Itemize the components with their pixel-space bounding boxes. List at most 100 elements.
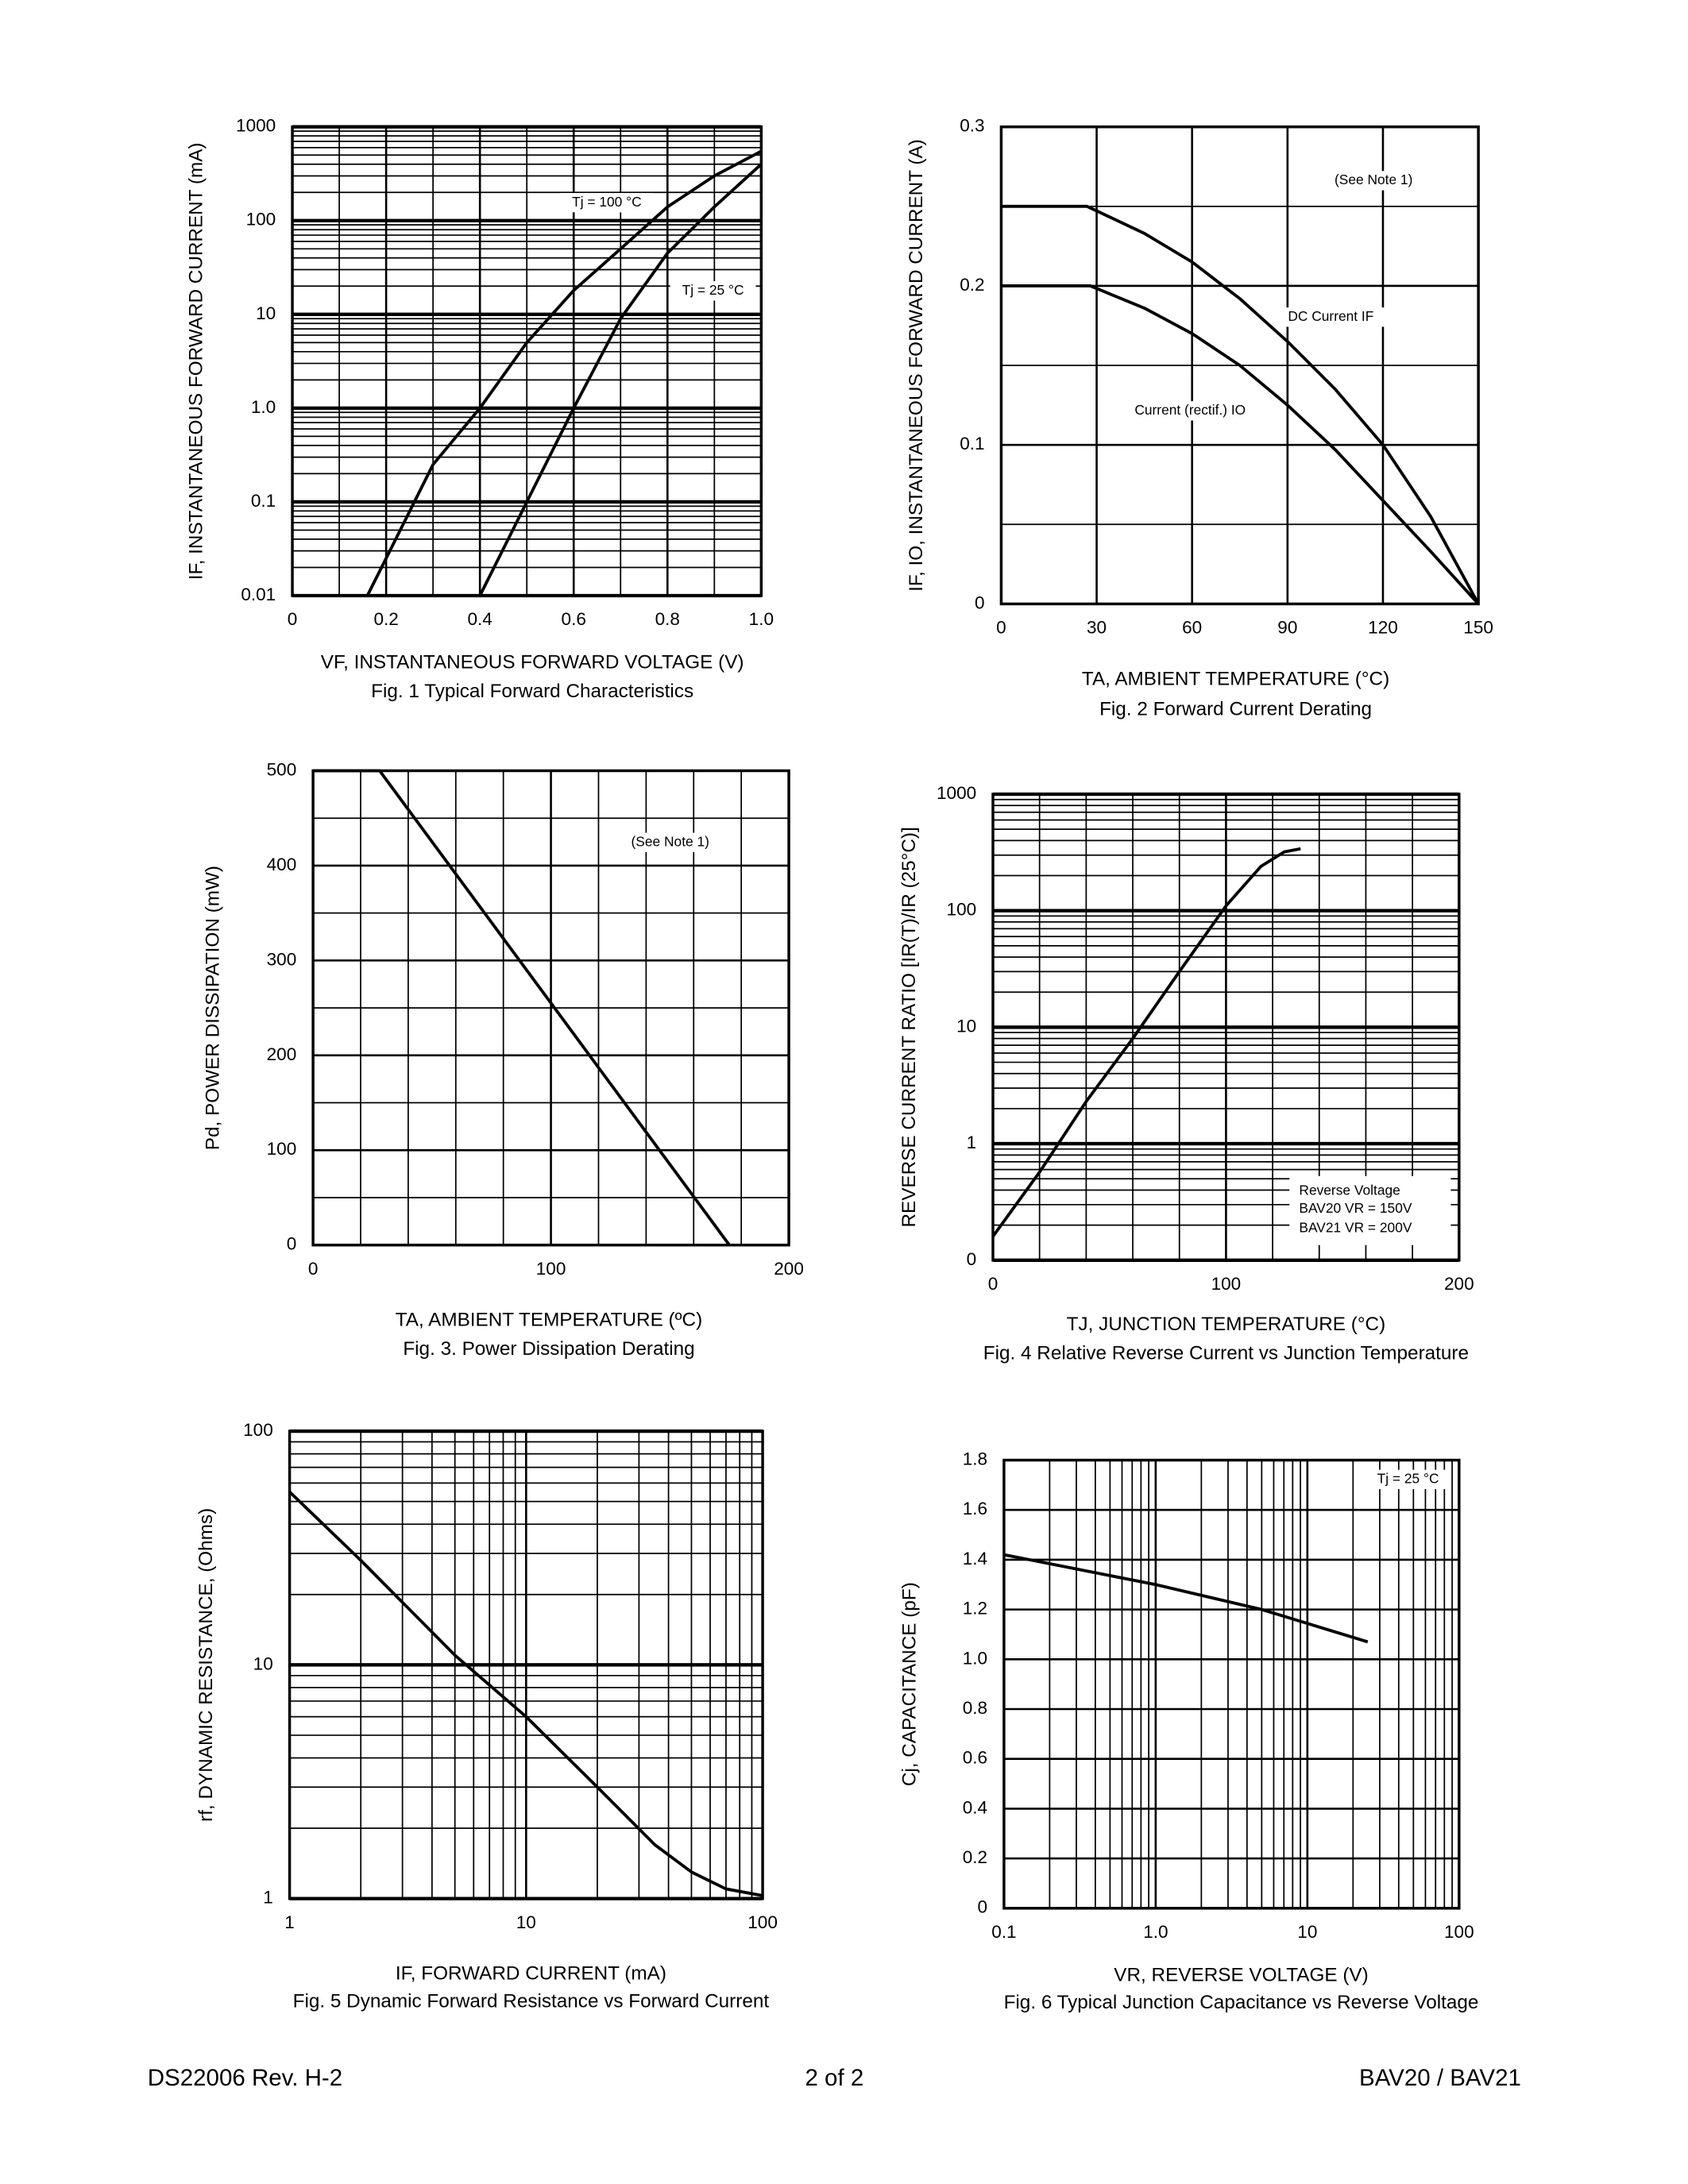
x-tick-label: 0.8 <box>655 609 680 629</box>
footer-center: 2 of 2 <box>805 2065 863 2091</box>
y-tick-label: 100 <box>243 1420 273 1440</box>
x-axis-label: VF, INSTANTANEOUS FORWARD VOLTAGE (V) <box>321 651 744 673</box>
y-tick-label: 100 <box>246 210 276 230</box>
annotation: BAV21 VR = 200V <box>1299 1219 1412 1235</box>
y-tick-label: 400 <box>267 855 297 874</box>
footer-left: DS22006 Rev. H-2 <box>148 2065 342 2091</box>
y-axis-label: REVERSE CURRENT RATIO [IR(T)/IR (25°C)] <box>898 827 920 1227</box>
figure-caption: Fig. 2 Forward Current Derating <box>1099 699 1372 720</box>
x-tick-label: 0.4 <box>467 609 492 629</box>
x-tick-label: 0.1 <box>991 1922 1016 1942</box>
y-axis-label: Cj, CAPACITANCE (pF) <box>898 1582 920 1786</box>
y-tick-label: 0 <box>967 1249 977 1269</box>
series-label-bg <box>670 281 756 301</box>
figure-caption: Fig. 1 Typical Forward Characteristics <box>371 681 693 702</box>
x-tick-label: 0 <box>288 609 298 629</box>
y-tick-label: 200 <box>267 1044 297 1064</box>
series-line <box>1003 1553 1369 1644</box>
series-label: DC Current IF <box>1288 308 1373 324</box>
x-tick-label: 30 <box>1087 618 1107 638</box>
series-line <box>288 1491 763 1897</box>
series-line <box>1001 284 1480 605</box>
x-tick-label: 200 <box>774 1259 804 1279</box>
plot-frame <box>288 1430 764 1900</box>
figure-caption: Fig. 4 Relative Reverse Current vs Junct… <box>983 1342 1469 1364</box>
y-tick-label: 1.2 <box>963 1599 987 1619</box>
y-axis-label: IF, IO, INSTANTANEOUS FORWARD CURRENT (A… <box>906 139 927 592</box>
y-tick-label: 1 <box>263 1888 273 1908</box>
y-tick-label: 100 <box>947 900 977 920</box>
x-tick-label: 0.2 <box>373 609 398 629</box>
annotation-bg <box>620 832 721 852</box>
y-tick-label: 100 <box>267 1139 297 1159</box>
y-tick-label: 10 <box>253 1653 273 1673</box>
x-tick-label: 100 <box>536 1259 566 1279</box>
x-tick-label: 100 <box>1211 1274 1242 1294</box>
y-tick-label: 1.0 <box>963 1648 987 1668</box>
series-label: Tj = 25 °C <box>682 282 744 298</box>
x-tick-label: 0 <box>308 1259 319 1279</box>
annotation: Reverse Voltage <box>1299 1183 1400 1198</box>
y-tick-label: 0.3 <box>960 116 984 136</box>
x-tick-label: 60 <box>1182 618 1202 638</box>
y-tick-label: 1000 <box>937 783 976 803</box>
plot-frame <box>1002 1458 1461 1910</box>
x-tick-label: 150 <box>1463 618 1493 638</box>
x-tick-label: 10 <box>516 1912 536 1932</box>
x-tick-label: 0 <box>988 1274 999 1294</box>
y-tick-label: 0.6 <box>963 1748 987 1768</box>
x-axis-label: TA, AMBIENT TEMPERATURE (°C) <box>1082 668 1389 689</box>
y-tick-label: 0.8 <box>963 1698 987 1718</box>
y-tick-label: 0.1 <box>960 434 984 453</box>
x-tick-label: 0 <box>996 618 1006 638</box>
x-tick-label: 100 <box>1444 1922 1474 1942</box>
x-tick-label: 100 <box>747 1912 778 1932</box>
x-tick-label: 120 <box>1368 618 1398 638</box>
footer-right: BAV20 / BAV21 <box>1359 2065 1521 2091</box>
plot-frame <box>991 793 1461 1262</box>
legend-box <box>1289 1175 1451 1245</box>
annotation: (See Note 1) <box>1335 172 1412 187</box>
y-tick-label: 1 <box>967 1133 977 1152</box>
annotation: Tj = 25 °C <box>1377 1470 1439 1486</box>
y-axis-label: Pd, POWER DISSIPATION (mW) <box>203 866 224 1150</box>
y-axis-label: rf, DYNAMIC RESISTANCE, (Ohms) <box>195 1508 217 1822</box>
y-tick-label: 0.01 <box>241 585 276 604</box>
x-tick-label: 200 <box>1444 1274 1474 1294</box>
series-line <box>991 847 1301 1237</box>
y-tick-label: 10 <box>256 303 276 323</box>
y-tick-label: 0.2 <box>963 1847 987 1867</box>
y-tick-label: 0 <box>975 592 985 612</box>
x-tick-label: 90 <box>1277 618 1297 638</box>
y-tick-label: 1.4 <box>963 1549 987 1569</box>
series-label-bg <box>1276 307 1385 327</box>
y-tick-label: 1.0 <box>251 397 276 417</box>
y-tick-label: 0 <box>287 1234 297 1254</box>
figure-caption: Fig. 6 Typical Junction Capacitance vs R… <box>1004 1992 1479 2013</box>
x-axis-label: VR, REVERSE VOLTAGE (V) <box>1114 1964 1368 1985</box>
y-tick-label: 1.8 <box>963 1449 987 1468</box>
y-tick-label: 0.1 <box>251 491 276 511</box>
series-label-bg <box>1108 401 1272 421</box>
figure-caption: Fig. 3. Power Dissipation Derating <box>403 1338 694 1360</box>
series-line <box>365 149 763 596</box>
x-tick-label: 0.6 <box>562 609 586 629</box>
x-tick-label: 1.0 <box>749 609 774 629</box>
y-tick-label: 10 <box>956 1016 976 1036</box>
figure-caption: Fig. 5 Dynamic Forward Resistance vs For… <box>293 1990 770 2012</box>
series-label-bg <box>560 193 654 213</box>
plot-frame <box>999 125 1480 606</box>
x-axis-label: TA, AMBIENT TEMPERATURE (ºC) <box>396 1310 702 1331</box>
plot-frame <box>291 125 763 597</box>
annotation: (See Note 1) <box>632 833 709 849</box>
x-tick-label: 10 <box>1297 1922 1317 1942</box>
y-tick-label: 1.6 <box>963 1499 987 1518</box>
series-line <box>313 769 731 1246</box>
plot-frame <box>311 769 790 1247</box>
x-tick-label: 1 <box>284 1912 295 1932</box>
y-axis-label: IF, INSTANTANEOUS FORWARD CURRENT (mA) <box>186 142 207 580</box>
series-line <box>1001 204 1480 605</box>
annotation-bg <box>1323 171 1424 191</box>
annotation: BAV20 VR = 150V <box>1299 1200 1412 1216</box>
